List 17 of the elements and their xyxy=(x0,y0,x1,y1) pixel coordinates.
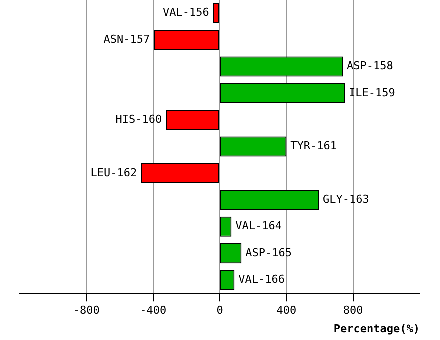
y-tick-label: ASP-158 xyxy=(347,60,394,73)
x-tick-label: -400 xyxy=(140,304,167,318)
y-tick-label: LEU-162 xyxy=(90,166,138,180)
y-tick-label: GLY-163 xyxy=(323,193,370,206)
y-tick-label: VAL-156 xyxy=(162,6,210,20)
x-tick-label: 800 xyxy=(343,304,364,318)
x-tick-label: 400 xyxy=(276,304,297,318)
y-tick-label: TYR-161 xyxy=(290,140,338,153)
y-tick-label: HIS-160 xyxy=(116,112,162,126)
y-tick-label: ILE-159 xyxy=(349,86,396,100)
x-axis-title: Percentage(%) xyxy=(334,322,420,336)
y-tick-label: VAL-164 xyxy=(236,220,282,233)
y-tick-label: ASP-165 xyxy=(246,246,292,260)
x-tick-label: 0 xyxy=(216,304,224,318)
y-tick-label: ASN-157 xyxy=(104,32,150,46)
x-tick-label: -800 xyxy=(73,304,100,318)
y-tick-label: VAL-166 xyxy=(238,273,286,286)
